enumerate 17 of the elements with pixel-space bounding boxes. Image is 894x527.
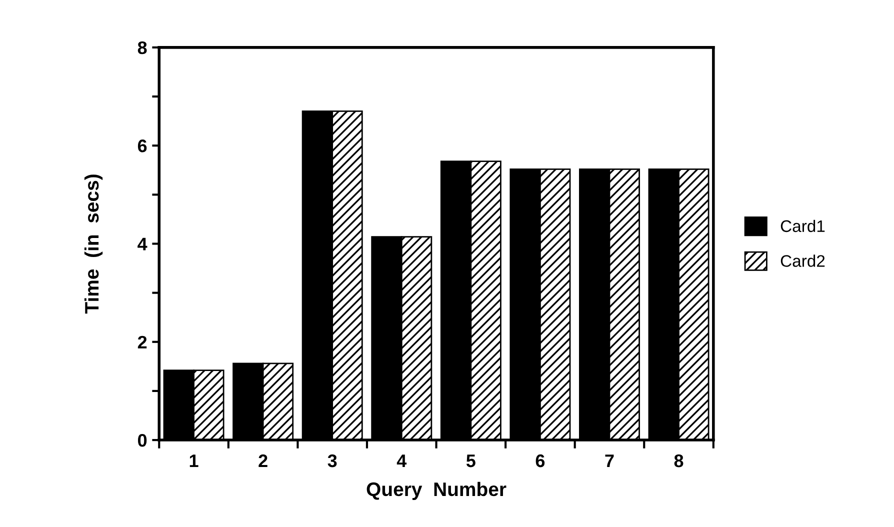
x-axis-title: Query Number <box>366 482 506 500</box>
x-tick-label: 4 <box>396 454 407 468</box>
x-tick-label: 8 <box>674 454 684 468</box>
x-tick-label: 1 <box>190 454 198 468</box>
x-tick-label: 7 <box>605 454 614 468</box>
x-tick-label: 3 <box>328 454 337 468</box>
y-tick-label: 8 <box>138 41 147 54</box>
legend-label: Card2 <box>780 254 825 267</box>
y-axis-title: Time (in secs) <box>84 174 103 314</box>
y-tick-label: 2 <box>138 336 147 348</box>
x-tick-label: 2 <box>258 454 268 468</box>
y-tick-label: 0 <box>138 434 147 447</box>
legend-label: Card1 <box>780 220 825 232</box>
x-tick-label: 5 <box>466 454 476 468</box>
x-tick-label: 6 <box>536 454 545 468</box>
y-tick-label: 6 <box>138 140 147 152</box>
y-tick-label: 4 <box>138 238 148 250</box>
